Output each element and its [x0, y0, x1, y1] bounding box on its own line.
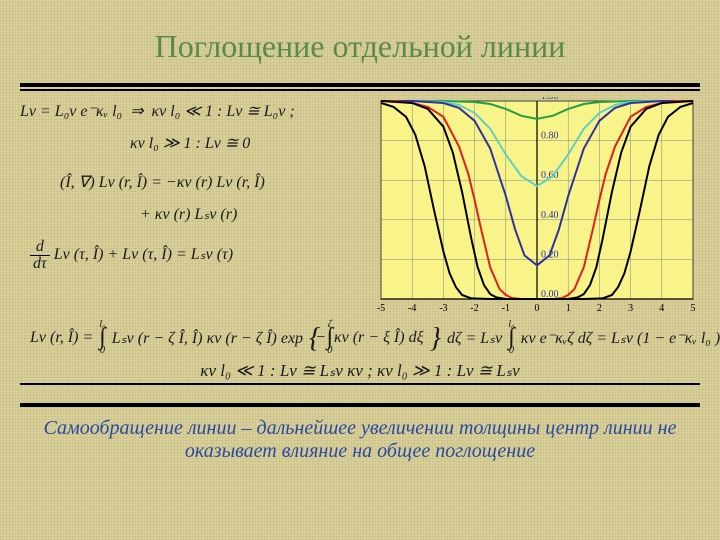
- svg-text:3: 3: [628, 303, 633, 314]
- divider-bot-thin: [20, 383, 700, 385]
- svg-text:0: 0: [535, 303, 540, 314]
- absorption-line-chart: -5-4-3-2-10123450.000.200.400.600.801.00: [359, 97, 699, 317]
- svg-text:4: 4: [659, 303, 664, 314]
- svg-text:-4: -4: [408, 303, 416, 314]
- eq-line-1: Lν = L₀ν e⁻κᵥ l₀ ⇒ κν l₀ ≪ 1 : Lν ≅ L₀ν …: [20, 97, 350, 127]
- eq-line-3a: (Î, ∇) Lν (r, Î) = −κν (r) Lν (r, Î): [20, 168, 350, 198]
- divider-top-thin: [20, 89, 700, 91]
- svg-text:5: 5: [691, 303, 696, 314]
- brace-right: }: [429, 331, 441, 345]
- integral-equation: Lν (r, Î) = l₀ ∫ 0 Lₛν (r − ζ Î, Î) κν (…: [30, 321, 690, 355]
- svg-text:0.80: 0.80: [541, 131, 559, 142]
- eq-line-4-rhs: Lν (τ, Î) + Lν (τ, Î) = Lₛν (τ): [54, 240, 233, 270]
- svg-text:1: 1: [566, 303, 571, 314]
- divider-bot-thick: [20, 403, 700, 407]
- conditions-line: κν l₀ ≪ 1 : Lν ≅ Lₛν κν ; κν l₀ ≫ 1 : Lν…: [0, 361, 720, 381]
- svg-text:1.00: 1.00: [541, 97, 559, 102]
- eq-line-2: κν l₀ ≫ 1 : Lν ≅ 0: [20, 129, 350, 159]
- eq-frac-num: d: [33, 239, 47, 255]
- bottom-caption: Самообращение линии – дальнейшее увеличе…: [24, 417, 696, 463]
- full-eq-mid1: Lₛν (r − ζ Î, Î) κν (r − ζ Î) exp: [112, 328, 303, 348]
- full-eq-lhs: Lν (r, Î) =: [30, 329, 93, 347]
- full-eq-mid4: κν e⁻κᵥζ dζ = Lₛν (1 − e⁻κᵥ l₀ ): [521, 328, 720, 348]
- equations-block: Lν = L₀ν e⁻κᵥ l₀ ⇒ κν l₀ ≪ 1 : Lν ≅ L₀ν …: [20, 97, 350, 317]
- eq-line-3b: + κν (r) Lₛν (r): [20, 200, 350, 230]
- integral-1: l₀ ∫ 0: [99, 321, 106, 355]
- svg-text:-2: -2: [470, 303, 478, 314]
- chart-container: -5-4-3-2-10123450.000.200.400.600.801.00: [358, 97, 700, 317]
- eq-frac-den: dτ: [30, 255, 50, 272]
- svg-text:-1: -1: [502, 303, 510, 314]
- svg-text:-3: -3: [439, 303, 447, 314]
- divider-top-thick: [20, 83, 700, 87]
- svg-text:2: 2: [597, 303, 602, 314]
- page-title: Поглощение отдельной линии: [0, 0, 720, 65]
- eq-line-4: d dτ Lν (τ, Î) + Lν (τ, Î) = Lₛν (τ): [20, 239, 350, 272]
- svg-text:-5: -5: [377, 303, 385, 314]
- integral-2: ζ ∫ 0: [327, 321, 334, 355]
- integral-3: l₀ ∫ 0: [508, 321, 515, 355]
- svg-text:0.40: 0.40: [541, 210, 559, 221]
- full-eq-mid3: dζ = Lₛν: [447, 328, 502, 348]
